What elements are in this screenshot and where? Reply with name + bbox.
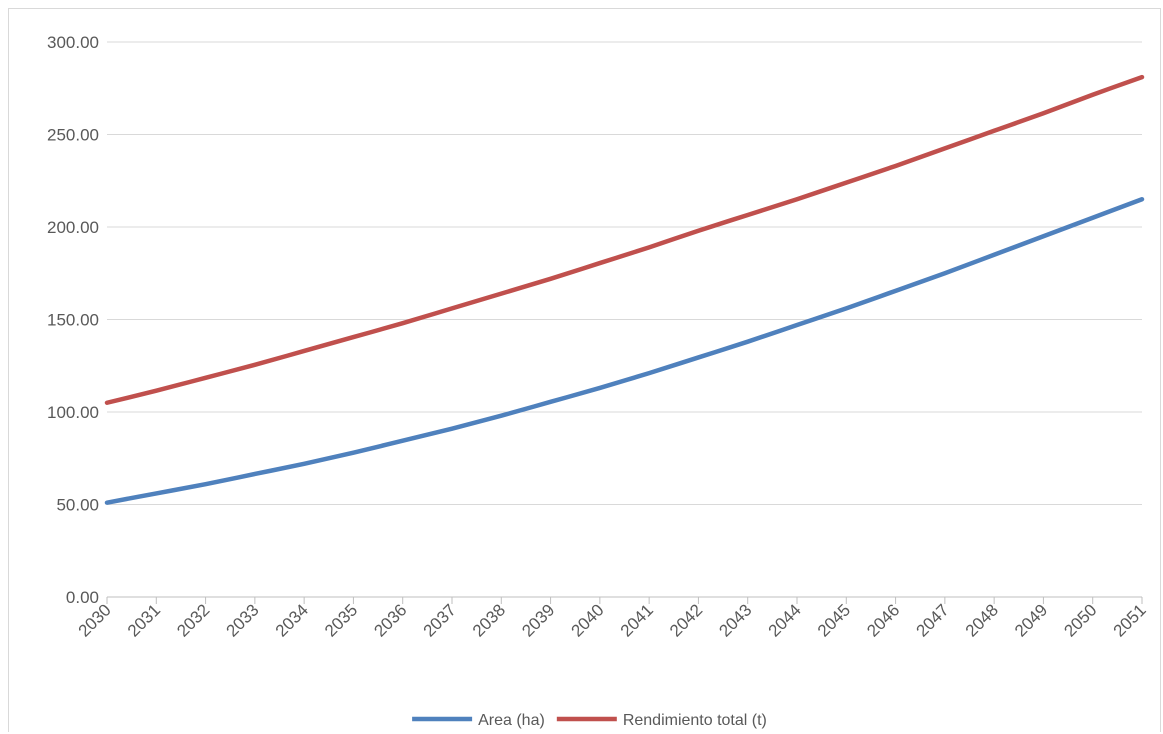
y-tick-label: 250.00 bbox=[47, 126, 99, 145]
x-tick-label: 2036 bbox=[370, 600, 410, 640]
chart-frame bbox=[8, 8, 1161, 732]
x-tick-label: 2045 bbox=[814, 600, 854, 640]
y-axis-tick-labels: 0.00 50.00 100.00 150.00 200.00 250.00 300.00 bbox=[47, 33, 99, 607]
x-tick-label: 2031 bbox=[124, 600, 164, 640]
series-lines bbox=[104, 74, 1145, 505]
legend-label-1: Rendimiento total (t) bbox=[623, 712, 767, 729]
legend: Area (ha) Rendimiento total (t) bbox=[412, 712, 767, 729]
y-tick-label: 150.00 bbox=[47, 311, 99, 330]
y-tick-label: 100.00 bbox=[47, 403, 99, 422]
x-tick-label: 2044 bbox=[765, 600, 805, 640]
x-tick-label: 2049 bbox=[1011, 600, 1051, 640]
x-tick-label: 2051 bbox=[1110, 600, 1150, 640]
series-line-1 bbox=[104, 74, 1145, 405]
x-tick-label: 2050 bbox=[1060, 600, 1100, 640]
x-tick-label: 2042 bbox=[666, 600, 706, 640]
x-tick-label: 2039 bbox=[518, 600, 558, 640]
x-tick-label: 2040 bbox=[568, 600, 608, 640]
legend-label-0: Area (ha) bbox=[478, 712, 545, 729]
x-axis: 2030 2031 2032 2033 2034 2035 2036 2037 2038 2039… bbox=[75, 596, 1150, 641]
x-tick-label: 2041 bbox=[617, 600, 657, 640]
x-tick-label: 2035 bbox=[321, 600, 361, 640]
y-tick-label: 300.00 bbox=[47, 33, 99, 52]
y-tick-label: 0.00 bbox=[66, 588, 99, 607]
y-tick-label: 200.00 bbox=[47, 218, 99, 237]
x-tick-label: 2046 bbox=[863, 600, 903, 640]
x-tick-label: 2043 bbox=[715, 600, 755, 640]
gridlines bbox=[107, 41, 1142, 505]
x-tick-label: 2032 bbox=[173, 600, 213, 640]
x-tick-label: 2047 bbox=[913, 600, 953, 640]
x-tick-label: 2038 bbox=[469, 600, 509, 640]
series-line-0 bbox=[104, 197, 1145, 505]
x-tick-label: 2037 bbox=[420, 600, 460, 640]
x-tick-label: 2048 bbox=[962, 600, 1002, 640]
y-tick-label: 50.00 bbox=[56, 496, 99, 515]
x-tick-label: 2034 bbox=[272, 600, 312, 640]
x-tick-label: 2033 bbox=[223, 600, 263, 640]
